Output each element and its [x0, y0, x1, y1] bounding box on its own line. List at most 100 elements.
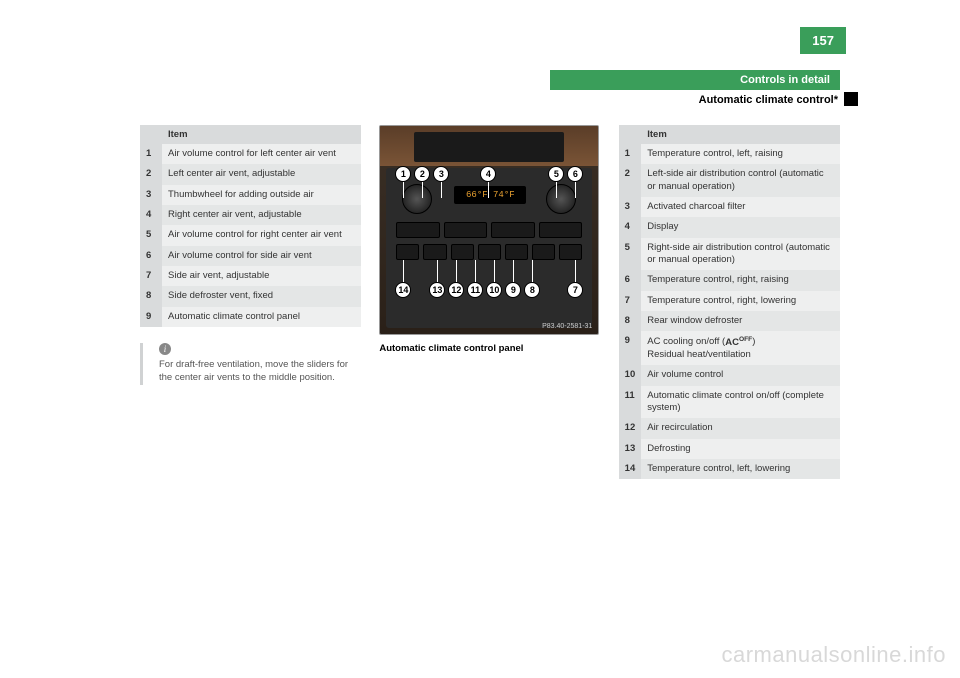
item-number: 6 — [619, 270, 642, 290]
nav-screen — [414, 132, 564, 162]
table-row: 7Temperature control, right, lowering — [619, 291, 840, 311]
item-number: 5 — [140, 225, 162, 245]
table-row: 5Right-side air distribution control (au… — [619, 238, 840, 271]
table-row: 9Automatic climate control panel — [140, 307, 361, 327]
item-number: 4 — [619, 217, 642, 237]
table-row: 8Side defroster vent, fixed — [140, 286, 361, 306]
item-number: 9 — [619, 331, 642, 365]
table-header: Item — [641, 125, 840, 144]
item-description: Defrosting — [641, 439, 840, 459]
left-column: Item 1Air volume control for left center… — [140, 125, 361, 479]
item-number: 2 — [140, 164, 162, 184]
item-number: 6 — [140, 246, 162, 266]
item-number: 12 — [619, 418, 642, 438]
table-row: 1Temperature control, left, raising — [619, 144, 840, 164]
item-description: Automatic climate control panel — [162, 307, 361, 327]
callout-lead — [437, 260, 438, 282]
callout-lead — [441, 182, 442, 198]
table-row: 2Left center air vent, adjustable — [140, 164, 361, 184]
right-column: Item 1Temperature control, left, raising… — [619, 125, 840, 479]
watermark: carmanualsonline.info — [721, 642, 946, 668]
callout-lead — [422, 182, 423, 198]
table-row: 8Rear window defroster — [619, 311, 840, 331]
page-number: 157 — [800, 27, 846, 54]
callout-lead — [575, 182, 576, 198]
item-number: 1 — [619, 144, 642, 164]
section-tab: Controls in detail — [550, 70, 840, 90]
temperature-display: 66°F 74°F — [454, 186, 526, 204]
table-row: 14Temperature control, left, lowering — [619, 459, 840, 479]
item-description: Right center air vent, adjustable — [162, 205, 361, 225]
table-row: 12Air recirculation — [619, 418, 840, 438]
item-number: 7 — [140, 266, 162, 286]
callout-lead — [556, 182, 557, 198]
table-row: 3Thumbwheel for adding outside air — [140, 185, 361, 205]
item-description: Activated charcoal filter — [641, 197, 840, 217]
item-number: 14 — [619, 459, 642, 479]
item-number: 8 — [619, 311, 642, 331]
item-description: Thumbwheel for adding outside air — [162, 185, 361, 205]
right-item-table: Item 1Temperature control, left, raising… — [619, 125, 840, 479]
table-row: 11Automatic climate control on/off (comp… — [619, 386, 840, 419]
item-description: AC cooling on/off (ACOFF)Residual heat/v… — [641, 331, 840, 365]
callout-lead — [456, 260, 457, 282]
callout-lead — [403, 182, 404, 198]
table-row: 13Defrosting — [619, 439, 840, 459]
table-row: 7Side air vent, adjustable — [140, 266, 361, 286]
item-number: 1 — [140, 144, 162, 164]
table-row: 5Air volume control for right center air… — [140, 225, 361, 245]
item-description: Air recirculation — [641, 418, 840, 438]
info-icon: i — [159, 343, 171, 355]
item-description: Right-side air distribution control (aut… — [641, 238, 840, 271]
item-description: Temperature control, right, raising — [641, 270, 840, 290]
item-number: 11 — [619, 386, 642, 419]
info-note: i For draft-free ventilation, move the s… — [140, 343, 361, 385]
item-description: Rear window defroster — [641, 311, 840, 331]
table-row: 10Air volume control — [619, 365, 840, 385]
item-description: Automatic climate control on/off (comple… — [641, 386, 840, 419]
item-description: Temperature control, left, lowering — [641, 459, 840, 479]
table-row: 1Air volume control for left center air … — [140, 144, 361, 164]
climate-control-diagram: 66°F 74°F 123456 1413121110987 P83.40-25… — [379, 125, 599, 335]
section-subhead: Automatic climate control* — [550, 90, 840, 106]
item-description: Temperature control, right, lowering — [641, 291, 840, 311]
item-description: Air volume control for right center air … — [162, 225, 361, 245]
note-text: For draft-free ventilation, move the sli… — [159, 359, 348, 383]
table-header: Item — [162, 125, 361, 144]
item-number: 9 — [140, 307, 162, 327]
item-description: Air volume control for left center air v… — [162, 144, 361, 164]
item-description: Display — [641, 217, 840, 237]
table-row: 4Display — [619, 217, 840, 237]
item-number: 5 — [619, 238, 642, 271]
button-row-upper — [396, 222, 582, 238]
item-number: 3 — [619, 197, 642, 217]
table-row: 4Right center air vent, adjustable — [140, 205, 361, 225]
callout-lead — [532, 260, 533, 282]
item-description: Air volume control for side air vent — [162, 246, 361, 266]
item-description: Side air vent, adjustable — [162, 266, 361, 286]
callout-lead — [475, 260, 476, 282]
item-description: Side defroster vent, fixed — [162, 286, 361, 306]
item-number: 13 — [619, 439, 642, 459]
diagram-caption: Automatic climate control panel — [379, 343, 600, 354]
callout-lead — [403, 260, 404, 282]
item-description: Left center air vent, adjustable — [162, 164, 361, 184]
item-number: 3 — [140, 185, 162, 205]
content-columns: Item 1Air volume control for left center… — [140, 125, 840, 479]
callout-lead — [494, 260, 495, 282]
item-number: 10 — [619, 365, 642, 385]
table-row: 2Left-side air distribution control (aut… — [619, 164, 840, 197]
left-item-table: Item 1Air volume control for left center… — [140, 125, 361, 327]
item-number: 7 — [619, 291, 642, 311]
item-number: 2 — [619, 164, 642, 197]
table-row: 6Air volume control for side air vent — [140, 246, 361, 266]
table-row: 3Activated charcoal filter — [619, 197, 840, 217]
item-number: 4 — [140, 205, 162, 225]
item-description: Left-side air distribution control (auto… — [641, 164, 840, 197]
callout-lead — [513, 260, 514, 282]
item-description: Temperature control, left, raising — [641, 144, 840, 164]
callout-lead — [488, 182, 489, 198]
page-header: Controls in detail Automatic climate con… — [550, 70, 840, 106]
item-number: 8 — [140, 286, 162, 306]
center-column: 66°F 74°F 123456 1413121110987 P83.40-25… — [379, 125, 600, 479]
